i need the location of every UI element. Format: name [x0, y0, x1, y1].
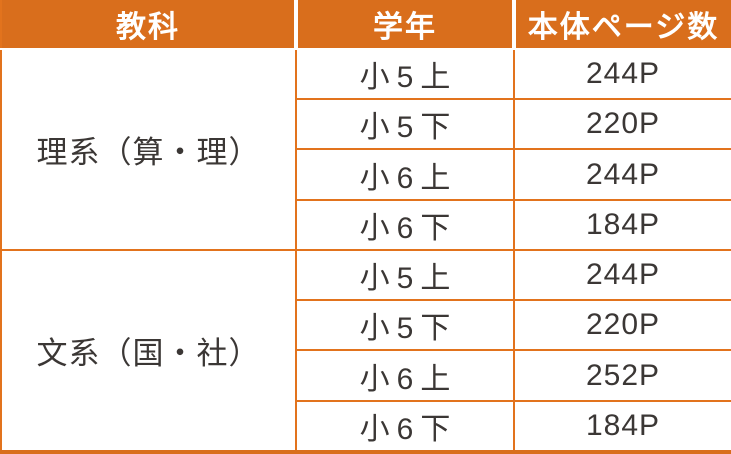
table-row: 小5下 220P [1, 299, 731, 352]
header-subject: 教科 [1, 0, 296, 50]
grade-cell: 小6上 [295, 349, 515, 402]
pages-cell: 244P [513, 47, 731, 101]
pages-cell: 220P [513, 299, 731, 352]
pages-cell: 252P [513, 349, 731, 402]
subject-cell-humanities: 文系（国・社） [0, 248, 297, 454]
table-row: 小6上 252P [1, 349, 731, 402]
table-row: 小6下 184P [1, 399, 731, 454]
pages-cell: 184P [513, 198, 731, 251]
table-row: 文系（国・社） 小5上 244P [0, 248, 731, 454]
table-row: 小5下 220P [1, 98, 731, 151]
grade-cell: 小6下 [295, 399, 515, 454]
grade-cell: 小6下 [295, 198, 515, 251]
grade-cell: 小5上 [295, 47, 515, 101]
table-row: 小6上 244P [1, 148, 731, 201]
table-row: 理系（算・理） 小5上 244P [0, 47, 731, 251]
grade-cell: 小5上 [295, 248, 515, 302]
subject-cell-science: 理系（算・理） [0, 48, 297, 251]
header-pages: 本体ページ数 [512, 0, 731, 50]
pages-cell: 220P [513, 98, 731, 151]
table-row: 小6下 184P [1, 198, 731, 251]
pages-cell: 244P [513, 248, 731, 302]
pages-cell: 244P [513, 148, 731, 201]
grade-cell: 小5下 [295, 98, 515, 151]
grade-cell: 小6上 [295, 148, 515, 201]
pages-cell: 184P [513, 399, 731, 454]
header-grade: 学年 [294, 0, 514, 50]
header-row: 教科 学年 本体ページ数 [1, 0, 731, 50]
grade-cell: 小5下 [295, 299, 515, 352]
